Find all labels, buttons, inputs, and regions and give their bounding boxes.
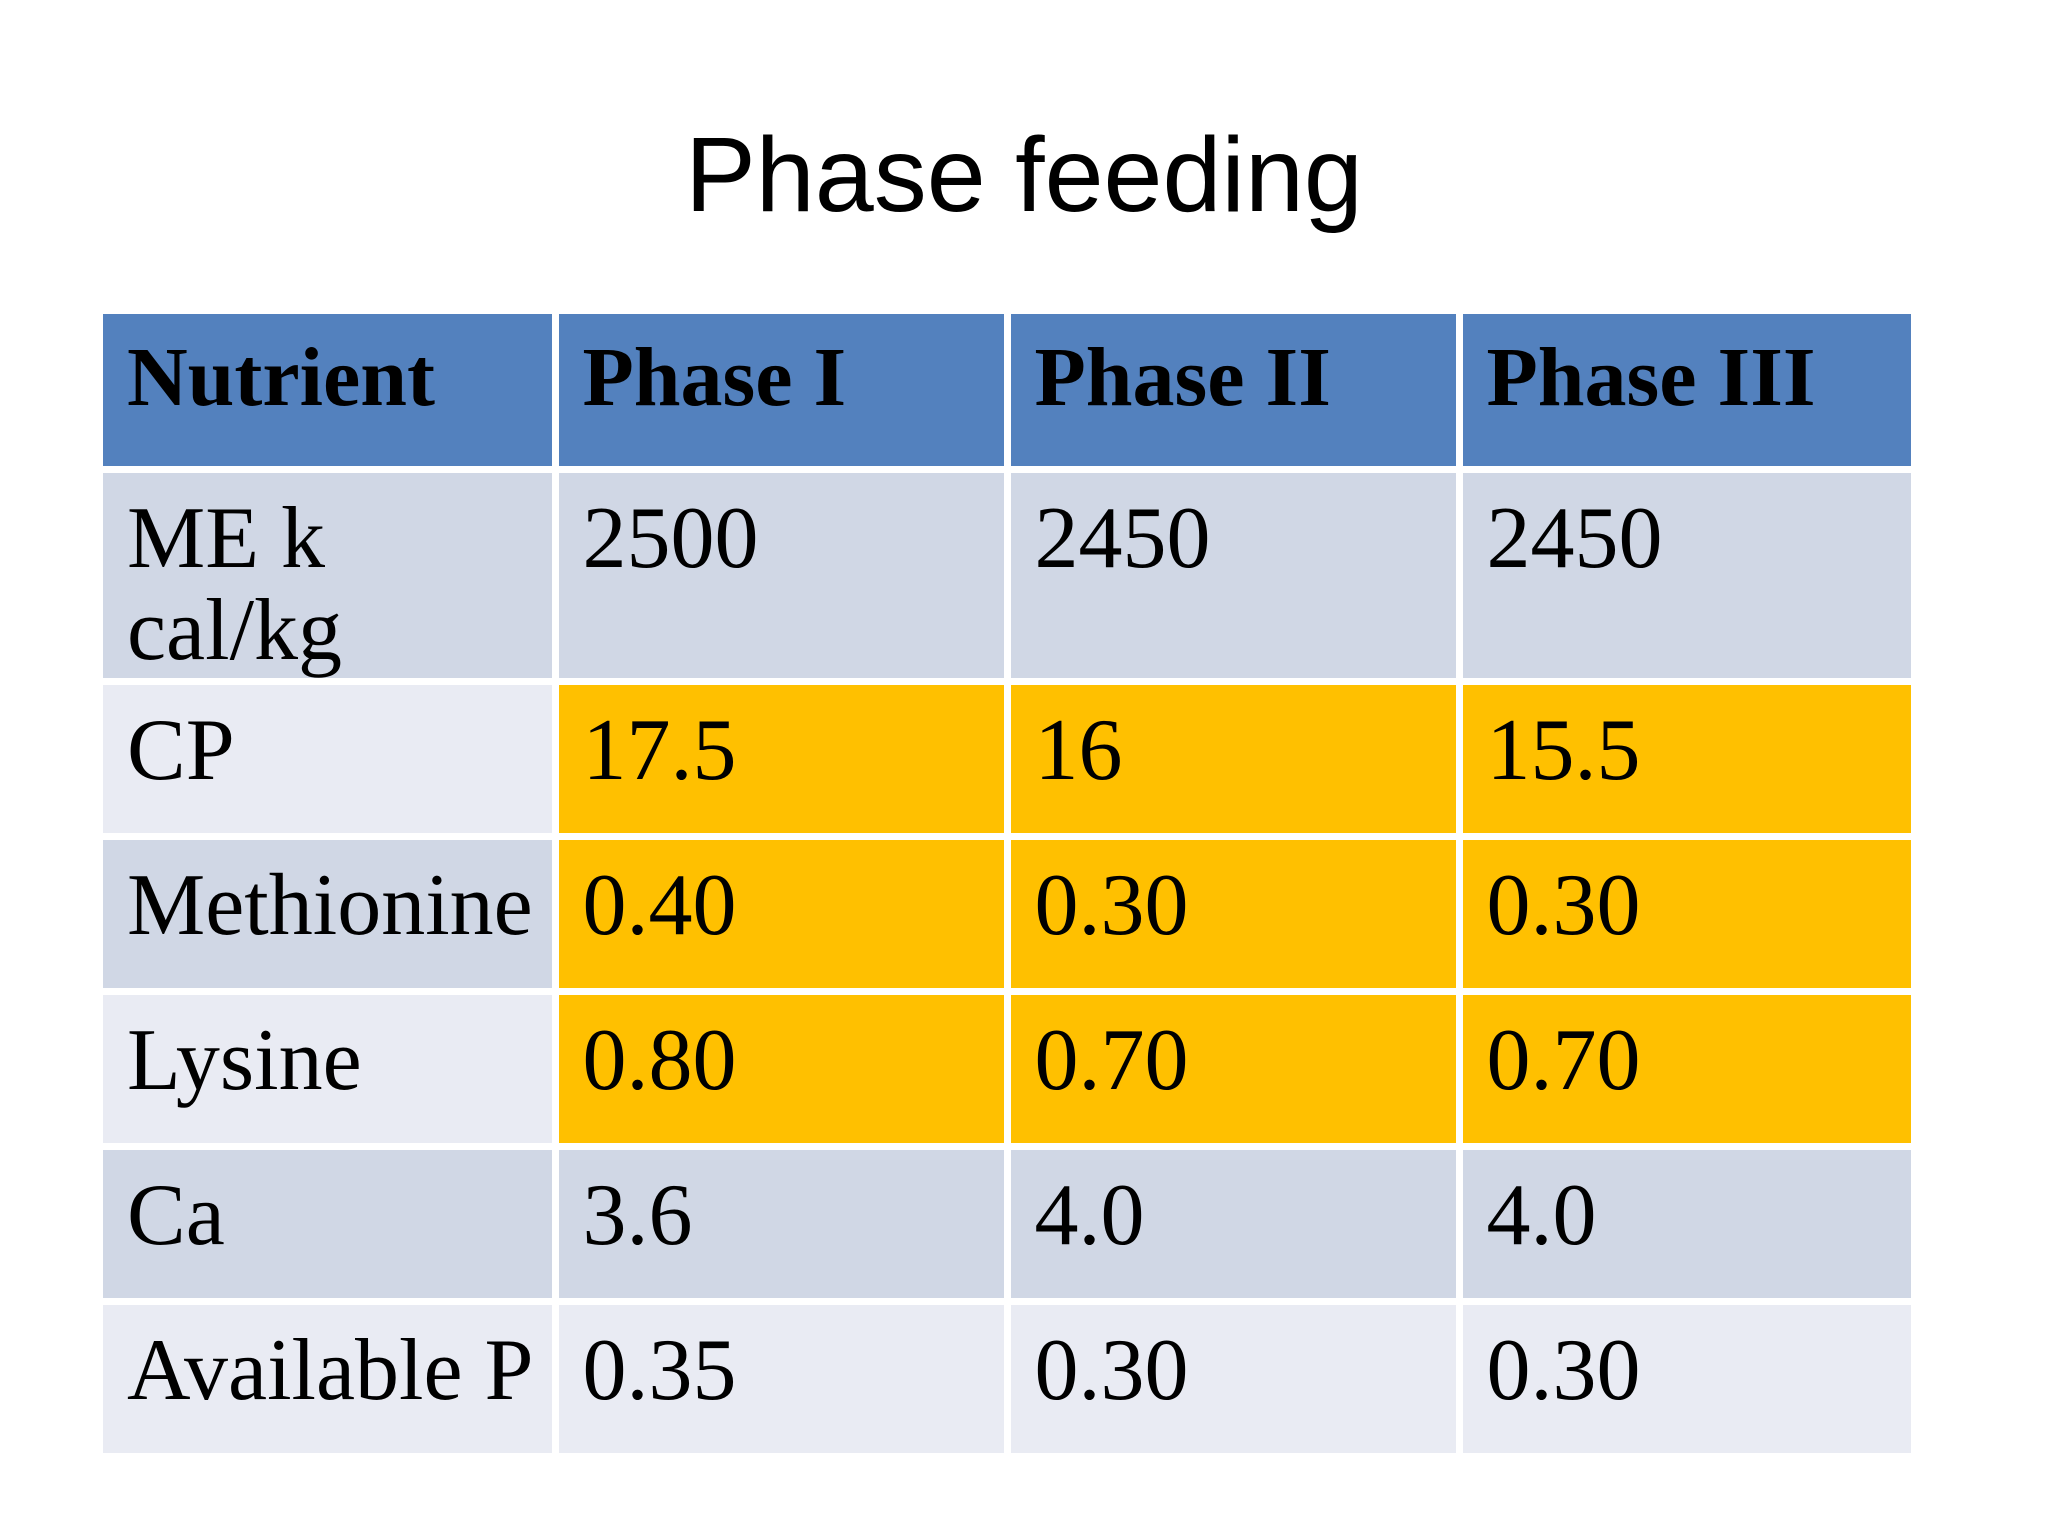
nutrient-label: ME k cal/kg xyxy=(103,466,559,685)
nutrient-label: Methionine xyxy=(103,832,559,995)
value-cell-highlighted: 0.30 xyxy=(1003,832,1463,995)
column-header-phase-1: Phase I xyxy=(551,314,1011,473)
table-row-lysine: Lysine 0.80 0.70 0.70 xyxy=(103,987,1911,1150)
value-cell: 0.30 xyxy=(1003,1297,1463,1453)
value-cell: 4.0 xyxy=(1003,1142,1463,1305)
value-cell-highlighted: 0.30 xyxy=(1455,832,1911,995)
value-cell-highlighted: 16 xyxy=(1003,677,1463,840)
slide-title: Phase feeding xyxy=(685,116,1363,234)
table-row-ca: Ca 3.6 4.0 4.0 xyxy=(103,1142,1911,1305)
table-row-methionine: Methionine 0.40 0.30 0.30 xyxy=(103,832,1911,995)
table-row-cp: CP 17.5 16 15.5 xyxy=(103,677,1911,840)
value-cell: 4.0 xyxy=(1455,1142,1911,1305)
value-cell-highlighted: 17.5 xyxy=(551,677,1011,840)
value-cell: 0.30 xyxy=(1455,1297,1911,1453)
column-header-phase-3: Phase III xyxy=(1455,314,1911,473)
phase-feeding-table: Nutrient Phase I Phase II Phase III ME k… xyxy=(103,314,1911,1453)
value-cell: 2450 xyxy=(1455,466,1911,685)
value-cell-highlighted: 0.80 xyxy=(551,987,1011,1150)
nutrient-label: Lysine xyxy=(103,987,559,1150)
value-cell-highlighted: 0.70 xyxy=(1455,987,1911,1150)
header-row: Nutrient Phase I Phase II Phase III xyxy=(103,314,1911,473)
value-cell: 2450 xyxy=(1003,466,1463,685)
table-row-me: ME k cal/kg 2500 2450 2450 xyxy=(103,466,1911,685)
value-cell: 3.6 xyxy=(551,1142,1011,1305)
value-cell-highlighted: 0.40 xyxy=(551,832,1011,995)
nutrient-label: Ca xyxy=(103,1142,559,1305)
value-cell: 2500 xyxy=(551,466,1011,685)
table-row-available-p: Available P 0.35 0.30 0.30 xyxy=(103,1297,1911,1453)
column-header-phase-2: Phase II xyxy=(1003,314,1463,473)
nutrient-label: CP xyxy=(103,677,559,840)
value-cell: 0.35 xyxy=(551,1297,1011,1453)
value-cell-highlighted: 15.5 xyxy=(1455,677,1911,840)
value-cell-highlighted: 0.70 xyxy=(1003,987,1463,1150)
nutrient-label: Available P xyxy=(103,1297,559,1453)
column-header-nutrient: Nutrient xyxy=(103,314,559,473)
